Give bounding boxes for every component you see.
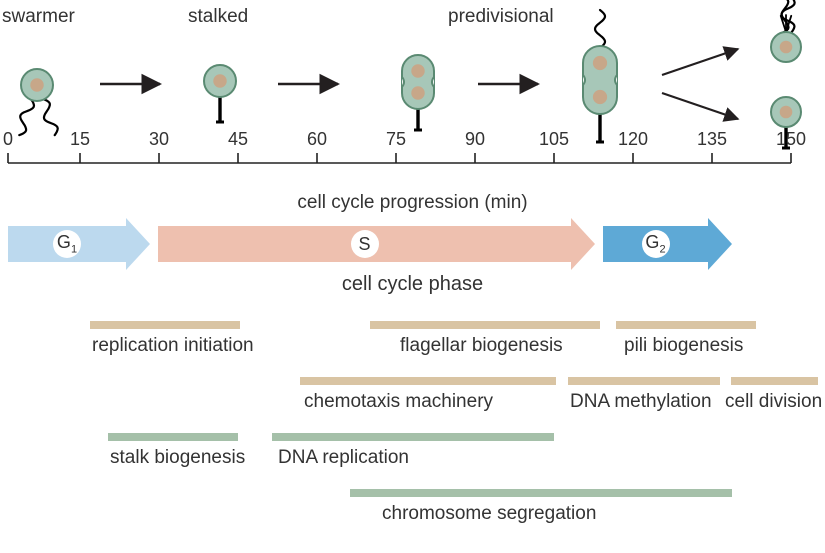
tick-label: 120 xyxy=(618,129,648,150)
tick-label: 15 xyxy=(70,129,90,150)
tick-label: 90 xyxy=(465,129,485,150)
replication-initiation-label: replication initiation xyxy=(92,335,254,357)
phase-g1-head xyxy=(126,218,150,270)
dna-methylation-label: DNA methylation xyxy=(570,391,712,413)
stalk-biogenesis-bar xyxy=(108,433,238,441)
tick-label: 105 xyxy=(539,129,569,150)
chromosome-segregation-label: chromosome segregation xyxy=(382,503,596,525)
chemotaxis-machinery-label: chemotaxis machinery xyxy=(304,391,493,413)
phase-g2-badge: G2 xyxy=(642,230,670,258)
tick-label: 45 xyxy=(228,129,248,150)
phase-g2-label: G2 xyxy=(645,233,665,256)
tick-label: 0 xyxy=(3,129,13,150)
dna-replication-bar xyxy=(272,433,554,441)
tick-label: 75 xyxy=(386,129,406,150)
pili-biogenesis-label: pili biogenesis xyxy=(624,335,743,357)
phase-s-head xyxy=(571,218,595,270)
tick-label: 30 xyxy=(149,129,169,150)
cell-division-label: cell division xyxy=(725,391,822,413)
stalk-biogenesis-label: stalk biogenesis xyxy=(110,447,245,469)
timeline-axis xyxy=(0,0,825,200)
dna-replication-label: DNA replication xyxy=(278,447,409,469)
pili-biogenesis-bar xyxy=(616,321,756,329)
axis-label: cell cycle progression (min) xyxy=(0,192,825,214)
chemotaxis-machinery-bar xyxy=(300,377,556,385)
dna-methylation-bar xyxy=(568,377,720,385)
replication-initiation-bar xyxy=(90,321,240,329)
flagellar-biogenesis-label: flagellar biogenesis xyxy=(400,335,563,357)
tick-label: 135 xyxy=(697,129,727,150)
phase-axis-label: cell cycle phase xyxy=(0,273,825,296)
phase-g2-head xyxy=(708,218,732,270)
tick-label: 150 xyxy=(776,129,806,150)
phase-g1-badge: G1 xyxy=(53,230,81,258)
tick-label: 60 xyxy=(307,129,327,150)
chromosome-segregation-bar xyxy=(350,489,732,497)
phase-s-badge: S xyxy=(351,230,379,258)
flagellar-biogenesis-bar xyxy=(370,321,600,329)
cell-division-bar xyxy=(731,377,818,385)
phase-g1-label: G1 xyxy=(57,233,77,256)
phase-s-label: S xyxy=(358,235,370,253)
